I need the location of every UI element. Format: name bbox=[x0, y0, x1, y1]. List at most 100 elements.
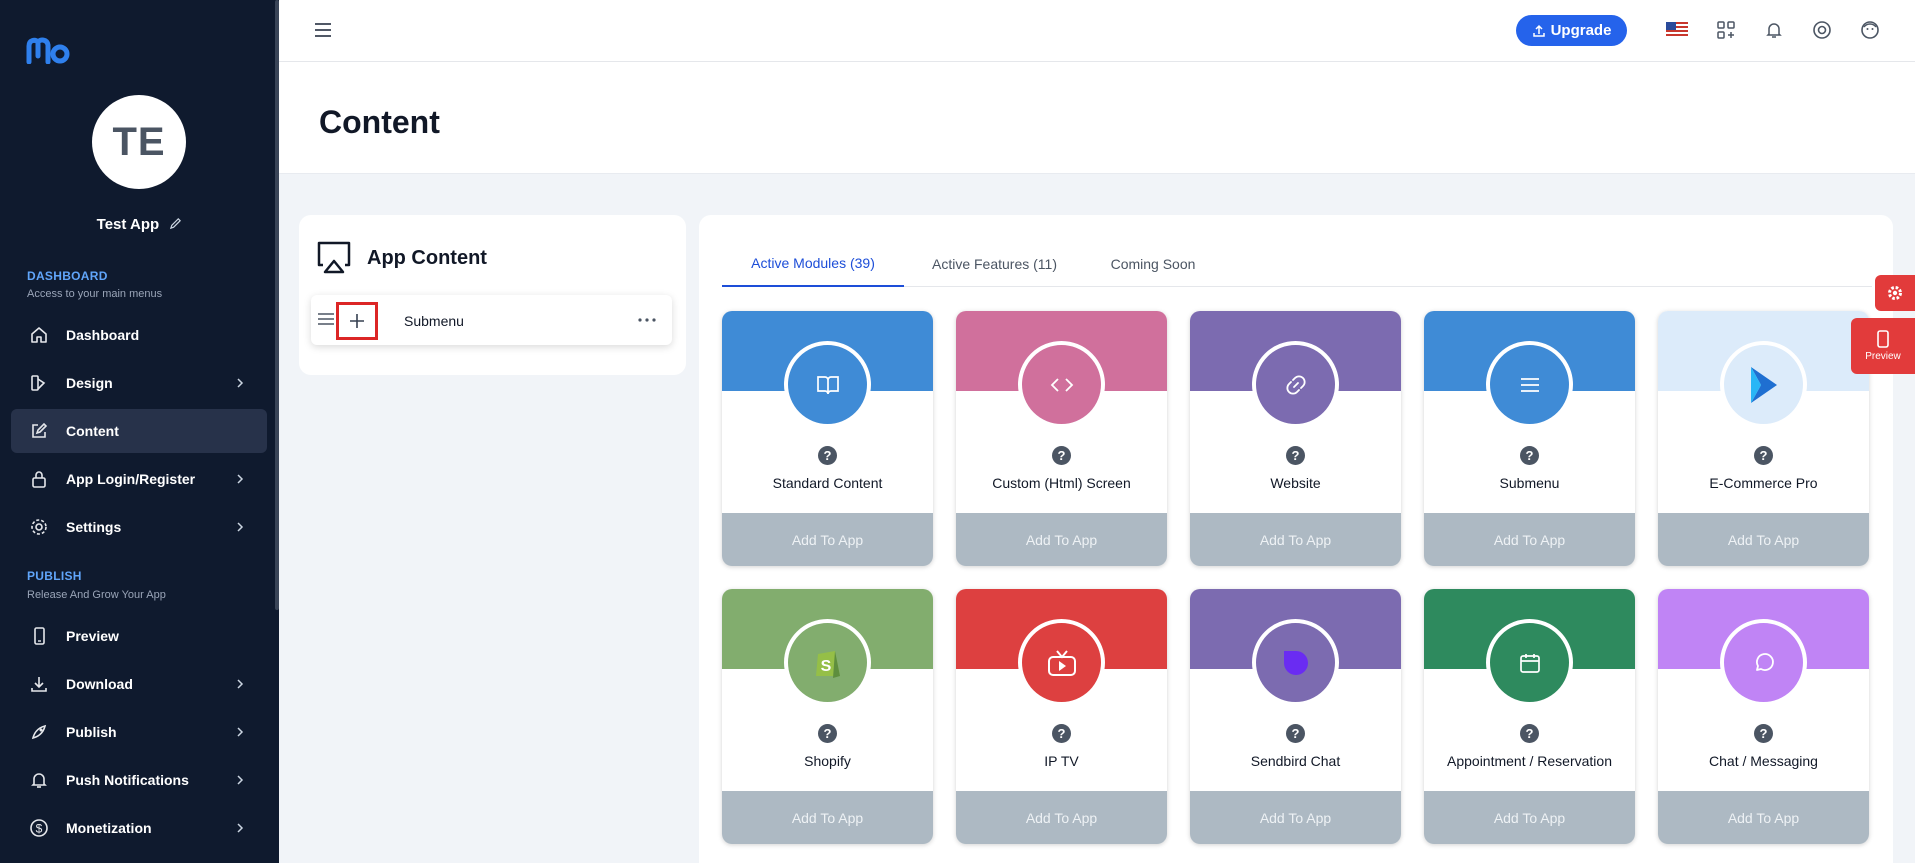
help-icon[interactable]: ? bbox=[1286, 724, 1305, 743]
module-card-sendbird-chat[interactable]: ? Sendbird Chat Add To App bbox=[1190, 589, 1401, 844]
list-item[interactable]: Submenu bbox=[311, 295, 672, 345]
airplay-icon bbox=[317, 241, 351, 274]
module-card-shopify[interactable]: S ? Shopify Add To App bbox=[722, 589, 933, 844]
module-card-ip-tv[interactable]: ? IP TV Add To App bbox=[956, 589, 1167, 844]
sidebar-item-label: Dashboard bbox=[66, 327, 140, 343]
chat-icon bbox=[1720, 619, 1807, 706]
tab-coming-soon[interactable]: Coming Soon bbox=[1110, 256, 1196, 272]
drag-handle-icon[interactable] bbox=[317, 311, 335, 327]
add-to-app-button[interactable]: Add To App bbox=[722, 513, 933, 566]
sidebar-item-publish[interactable]: Publish bbox=[11, 710, 267, 754]
sidebar-item-app-login-register[interactable]: App Login/Register bbox=[11, 457, 267, 501]
sidebar-item-label: Monetization bbox=[66, 820, 152, 836]
add-to-app-button[interactable]: Add To App bbox=[956, 513, 1167, 566]
hamburger-menu-icon[interactable] bbox=[313, 20, 333, 40]
avatar[interactable]: TE bbox=[92, 95, 186, 189]
sidebar-item-content[interactable]: Content bbox=[11, 409, 267, 453]
sidebar-item-label: Push Notifications bbox=[66, 772, 189, 788]
module-card-ecommerce-pro[interactable]: ? E-Commerce Pro Add To App bbox=[1658, 311, 1869, 566]
brand-logo-icon[interactable] bbox=[26, 36, 72, 64]
help-icon[interactable]: ? bbox=[1754, 724, 1773, 743]
sidebar-item-dashboard[interactable]: Dashboard bbox=[11, 313, 267, 357]
app-name: Test App bbox=[0, 216, 279, 233]
help-icon[interactable]: ? bbox=[1520, 724, 1539, 743]
app-content-card: App Content Submenu bbox=[299, 215, 686, 375]
add-to-app-button[interactable]: Add To App bbox=[1424, 513, 1635, 566]
module-card-website[interactable]: ? Website Add To App bbox=[1190, 311, 1401, 566]
topbar: Upgrade bbox=[279, 0, 1915, 62]
help-icon[interactable]: ? bbox=[818, 446, 837, 465]
upgrade-label: Upgrade bbox=[1550, 22, 1612, 39]
book-icon bbox=[784, 341, 871, 428]
modules-panel: Active Modules (39) Active Features (11)… bbox=[699, 215, 1893, 863]
module-name: IP TV bbox=[1044, 753, 1079, 769]
sidebar: TE Test App DASHBOARD Access to your mai… bbox=[0, 0, 279, 863]
chevron-right-icon bbox=[237, 823, 244, 833]
add-to-app-button[interactable]: Add To App bbox=[1658, 791, 1869, 844]
sidebar-item-download[interactable]: Download bbox=[11, 662, 267, 706]
add-to-app-button[interactable]: Add To App bbox=[956, 791, 1167, 844]
dashboard-section-subtitle: Access to your main menus bbox=[27, 288, 163, 300]
module-name: Submenu bbox=[1499, 475, 1560, 491]
module-card-chat-messaging[interactable]: ? Chat / Messaging Add To App bbox=[1658, 589, 1869, 844]
bell-icon[interactable] bbox=[1763, 19, 1785, 41]
dollar-icon: $ bbox=[28, 817, 50, 839]
module-card-submenu[interactable]: ? Submenu Add To App bbox=[1424, 311, 1635, 566]
upgrade-button[interactable]: Upgrade bbox=[1516, 15, 1627, 46]
module-card-standard-content[interactable]: ? Standard Content Add To App bbox=[722, 311, 933, 566]
profile-icon[interactable] bbox=[1859, 19, 1881, 41]
sidebar-item-design[interactable]: Design bbox=[11, 361, 267, 405]
module-name: Shopify bbox=[804, 753, 851, 769]
more-options-icon[interactable] bbox=[638, 318, 656, 322]
support-icon[interactable] bbox=[1811, 19, 1833, 41]
plus-icon bbox=[350, 314, 364, 328]
sendbird-icon bbox=[1252, 619, 1339, 706]
page-header: Content bbox=[279, 62, 1915, 174]
help-icon[interactable]: ? bbox=[818, 724, 837, 743]
sidebar-item-settings[interactable]: Settings bbox=[11, 505, 267, 549]
preview-float-button[interactable]: Preview bbox=[1851, 318, 1915, 374]
sidebar-item-push-notifications[interactable]: Push Notifications bbox=[11, 758, 267, 802]
app-name-label: Test App bbox=[96, 216, 160, 233]
tab-active-features[interactable]: Active Features (11) bbox=[931, 256, 1057, 272]
phone-icon bbox=[1877, 330, 1889, 348]
list-item-label: Submenu bbox=[404, 313, 464, 329]
sidebar-item-monetization[interactable]: $ Monetization bbox=[11, 806, 267, 850]
add-to-app-button[interactable]: Add To App bbox=[1190, 513, 1401, 566]
module-name: Standard Content bbox=[772, 475, 883, 491]
help-icon[interactable]: ? bbox=[1052, 446, 1071, 465]
chevron-right-icon bbox=[237, 775, 244, 785]
help-icon[interactable]: ? bbox=[1520, 446, 1539, 465]
sidebar-item-preview[interactable]: Preview bbox=[11, 614, 267, 658]
tab-active-modules[interactable]: Active Modules (39) bbox=[722, 241, 904, 287]
add-to-app-button[interactable]: Add To App bbox=[1658, 513, 1869, 566]
add-to-app-button[interactable]: Add To App bbox=[722, 791, 933, 844]
module-name: E-Commerce Pro bbox=[1709, 475, 1818, 491]
sidebar-item-label: Settings bbox=[66, 519, 122, 535]
module-name: Website bbox=[1270, 475, 1321, 491]
chevron-right-icon bbox=[237, 378, 244, 388]
sidebar-item-label: Preview bbox=[66, 628, 119, 644]
code-icon bbox=[1018, 341, 1105, 428]
help-icon[interactable]: ? bbox=[1052, 724, 1071, 743]
publish-section-title: PUBLISH bbox=[27, 569, 82, 583]
settings-float-button[interactable] bbox=[1875, 275, 1915, 311]
help-icon[interactable]: ? bbox=[1286, 446, 1305, 465]
add-subitem-button[interactable] bbox=[336, 302, 378, 340]
us-flag-icon[interactable] bbox=[1666, 19, 1688, 41]
apps-add-icon[interactable] bbox=[1715, 19, 1737, 41]
sidebar-item-label: Content bbox=[66, 423, 119, 439]
edit-icon bbox=[28, 420, 50, 442]
home-icon bbox=[28, 324, 50, 346]
download-icon bbox=[28, 673, 50, 695]
pencil-icon[interactable] bbox=[169, 217, 182, 230]
help-icon[interactable]: ? bbox=[1754, 446, 1773, 465]
module-card-appointment-reservation[interactable]: ? Appointment / Reservation Add To App bbox=[1424, 589, 1635, 844]
sidebar-item-label: App Login/Register bbox=[66, 471, 196, 487]
module-card-custom-html-screen[interactable]: ? Custom (Html) Screen Add To App bbox=[956, 311, 1167, 566]
upload-icon bbox=[1532, 24, 1545, 37]
add-to-app-button[interactable]: Add To App bbox=[1190, 791, 1401, 844]
add-to-app-button[interactable]: Add To App bbox=[1424, 791, 1635, 844]
bell-icon bbox=[28, 769, 50, 791]
sidebar-scrollbar[interactable] bbox=[275, 0, 279, 610]
